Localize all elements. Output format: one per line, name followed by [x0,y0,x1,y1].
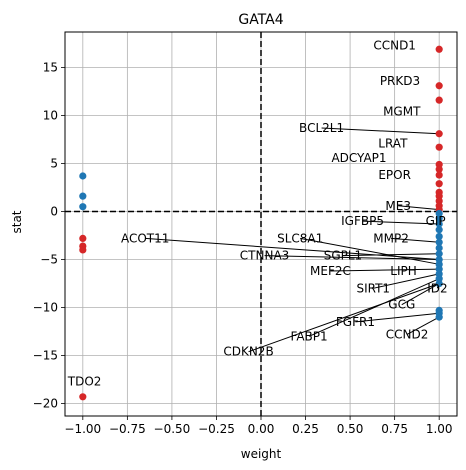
x-tick-label: 0.00 [248,422,275,436]
annotation-label: ME3 [385,199,411,213]
data-point [435,180,443,188]
annotation-arrow [300,237,440,265]
annotation-label: MMP2 [373,231,409,245]
annotation-label: LRAT [378,136,408,150]
annotation-arrow [321,127,440,135]
data-point [435,250,443,258]
x-tick-label: −0.75 [109,422,146,436]
y-tick-label: −15 [33,349,58,363]
data-point [435,171,443,179]
data-point [435,313,443,321]
annotation-label: GIP [426,214,446,228]
x-tick-label: 0.25 [292,422,319,436]
annotation-label: EPOR [378,168,411,182]
data-point [79,203,87,211]
x-tick-label: −1.00 [64,422,101,436]
data-point [435,232,443,241]
annotation-label: CCND2 [386,327,429,341]
annotation-label: FGFR1 [336,315,375,329]
y-axis-ticks: −20 −15 −10 −5 0 5 10 15 [33,61,65,411]
data-point [435,165,443,173]
data-point [435,279,443,288]
y-tick-label: 5 [50,157,58,171]
annotation-label: MEF2C [310,264,351,278]
x-tick-label: −0.25 [198,422,235,436]
y-tick-label: 0 [50,205,58,219]
annotation-label: CDKN2B [223,345,273,359]
annotation-arrow [330,268,440,272]
data-point [435,143,443,151]
data-point [435,82,443,90]
data-point [79,172,87,180]
annotation-arrow [401,283,440,306]
y-axis-label: stat [10,210,24,233]
annotation-arrow [398,205,440,211]
y-tick-label: −5 [40,253,58,267]
data-point [435,45,443,53]
x-axis-label: weight [241,447,282,461]
annotation-arrow [355,312,440,323]
annotation-arrow [406,316,440,335]
x-tick-label: 0.75 [381,422,408,436]
annotation-label: SLC8A1 [277,231,323,245]
annotation-label: TDO2 [67,374,102,388]
annotation-label: SIRT1 [356,281,390,295]
annotation-arrow [362,220,440,225]
annotation-arrow [391,237,440,243]
data-point [435,244,443,252]
x-tick-label: 1.00 [426,422,453,436]
annotation-label: CTNNA3 [240,249,290,263]
x-tick-label: −0.50 [154,422,191,436]
annotation-label: MGMT [383,105,421,119]
annotation-label: IGFBP5 [341,214,384,228]
annotation-label: LIPH [390,264,416,278]
annotation-label: FABP1 [291,329,328,343]
annotation-label: ADCYAP1 [331,151,386,165]
data-point [435,96,443,104]
x-tick-label: 0.50 [337,422,364,436]
annotation-label: ID2 [427,281,447,295]
data-point [79,246,87,254]
y-tick-label: 10 [43,109,58,123]
annotation-label: ACOT11 [121,231,169,245]
annotation-label: BCL2L1 [299,121,344,135]
data-point [435,220,443,228]
data-point [435,238,443,246]
annotation-arrow [264,255,440,261]
annotation-arrow [342,253,440,257]
data-point [435,226,443,234]
annotation-label: GCG [388,298,415,312]
y-tick-label: −20 [33,397,58,411]
y-tick-label: −10 [33,301,58,315]
data-point [435,214,443,222]
y-tick-label: 15 [43,61,58,75]
data-points [79,45,443,401]
annotation-arrow [373,273,440,289]
annotation-arrow [308,278,440,337]
x-axis-ticks: −1.00 −0.75 −0.50 −0.25 0.00 0.25 0.50 0.75 1.00 [64,416,453,436]
annotation-label: CCND1 [373,38,416,52]
annotation-arrow [248,283,440,353]
chart-title: GATA4 [238,12,283,28]
reference-lines [65,32,457,416]
data-point [435,130,443,138]
annotation-label: PRKD3 [380,74,420,88]
data-point [79,393,87,401]
annotation-label: SGPL1 [324,249,362,263]
data-point [79,192,87,200]
annotation-arrow [145,237,440,261]
data-point [79,234,87,242]
annotation-arrows [145,127,440,353]
